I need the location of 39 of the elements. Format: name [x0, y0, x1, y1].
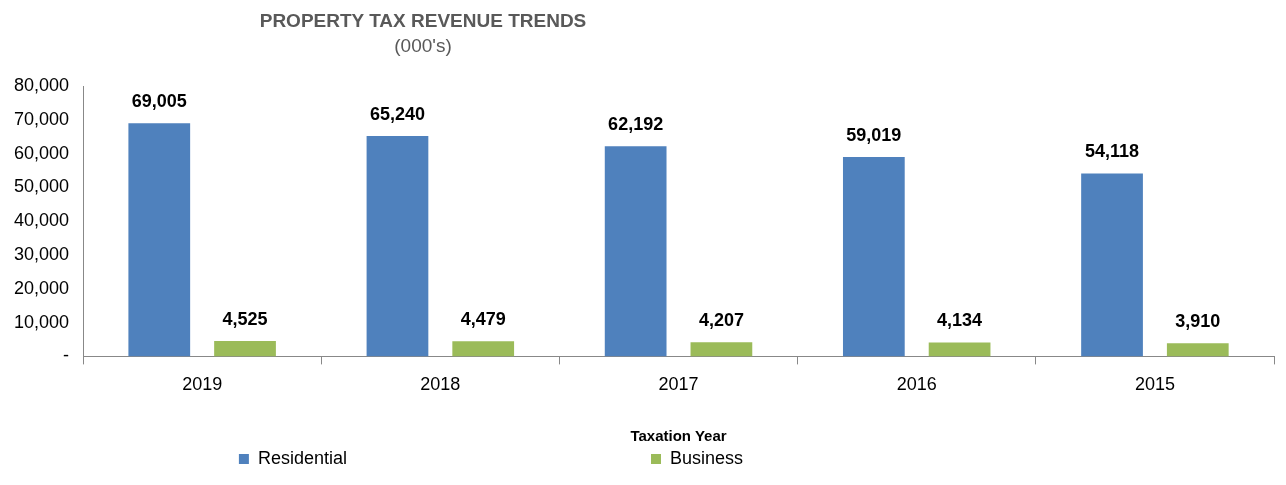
- bar: [452, 341, 515, 357]
- data-label: 54,118: [1085, 141, 1140, 162]
- y-tick-label: 50,000: [13, 176, 70, 197]
- y-tick-label: 40,000: [13, 210, 70, 231]
- bar: [690, 342, 753, 357]
- y-tick-label: 30,000: [13, 243, 70, 264]
- legend-label: Business: [670, 447, 1044, 468]
- bar: [1166, 343, 1229, 357]
- bar: [928, 342, 991, 357]
- x-axis-title: Taxation Year: [630, 427, 727, 445]
- data-label: 4,479: [460, 309, 506, 330]
- bar: [128, 123, 191, 357]
- legend-label: Residential: [257, 447, 648, 468]
- y-tick-label: 80,000: [13, 74, 70, 95]
- data-label: 4,134: [937, 310, 983, 331]
- x-tick-label: 2016: [896, 374, 937, 395]
- y-tick-label: 10,000: [13, 311, 70, 332]
- x-tick-label: 2015: [1134, 374, 1175, 395]
- chart-title: PROPERTY TAX REVENUE TRENDS: [258, 10, 588, 32]
- y-tick-label: 20,000: [13, 277, 70, 298]
- data-label: 62,192: [608, 114, 664, 135]
- data-label: 4,525: [222, 309, 268, 330]
- bar: [604, 146, 667, 357]
- chart-subtitle: (000's): [393, 35, 453, 57]
- x-tick-label: 2018: [420, 374, 461, 395]
- data-label: 4,207: [698, 310, 744, 331]
- y-tick-label: 60,000: [13, 142, 70, 163]
- data-label: 69,005: [131, 91, 187, 112]
- x-tick-label: 2019: [182, 374, 223, 395]
- bar: [1081, 173, 1143, 357]
- bar: [366, 135, 429, 357]
- data-label: 3,910: [1175, 311, 1221, 332]
- bar: [842, 156, 905, 357]
- data-label: 59,019: [846, 124, 902, 145]
- y-tick-label: -: [63, 345, 70, 366]
- y-tick-label: 70,000: [13, 108, 70, 129]
- x-tick-label: 2017: [658, 374, 699, 395]
- data-label: 65,240: [369, 103, 425, 124]
- bar: [214, 341, 276, 357]
